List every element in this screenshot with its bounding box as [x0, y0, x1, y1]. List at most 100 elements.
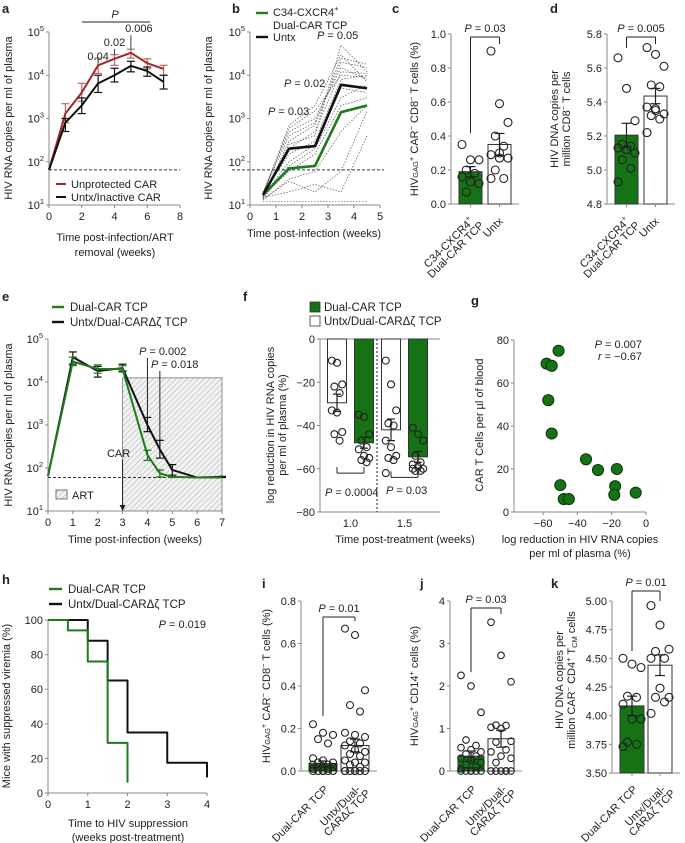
x-tick-label: 1.0	[343, 518, 358, 530]
y-tick-label: 5.00	[586, 596, 607, 608]
r-value: r = −0.67	[598, 351, 642, 363]
y-tick-label: 20	[31, 753, 43, 765]
series-line-black	[48, 64, 165, 171]
p-value-text: = 0.03	[393, 485, 427, 497]
data-point	[465, 177, 476, 187]
legend-label-dualcar: C34-CXCR4+	[273, 4, 339, 19]
p-symbol: P	[617, 23, 625, 35]
data-point	[350, 766, 360, 776]
tick-base: 10	[229, 70, 241, 82]
y-axis-label: HIVGAG+ CAR− CD8− T cells (%)	[407, 42, 421, 196]
p-value: P = 0.005	[617, 23, 664, 35]
p-value-text: = 0.002	[146, 346, 186, 358]
label-hiv: HIV	[409, 727, 421, 746]
tick-base: 10	[28, 157, 40, 169]
tick-base: 10	[28, 114, 40, 126]
p-symbol: P	[465, 594, 473, 606]
data-point	[384, 453, 393, 462]
mean-line-black	[261, 83, 368, 196]
category-label-untx: Untx	[637, 215, 662, 240]
tick-exponent: 1	[40, 197, 44, 206]
y-tick-label: 0.0	[431, 199, 446, 211]
p-symbol: P	[151, 359, 159, 371]
car-arrow-head	[119, 505, 126, 511]
data-point	[340, 741, 350, 750]
scatter-point	[610, 462, 623, 476]
superscript: −	[259, 692, 268, 697]
y-tick-label: −60	[296, 464, 315, 476]
series-line-black	[47, 356, 223, 479]
data-point	[494, 99, 505, 109]
x-tick-label: 1	[70, 517, 76, 529]
individual-trace	[262, 74, 368, 196]
x-tick-label: 6	[194, 517, 200, 529]
x-tick-label: 2	[79, 211, 85, 223]
data-point	[335, 436, 344, 445]
x-tick-label: −20	[602, 518, 621, 530]
data-point	[507, 754, 515, 763]
data-point	[323, 764, 333, 773]
survival-curve-green	[48, 619, 129, 783]
legend-label-untx: Untx/Dual-CARΔζ TCP	[68, 599, 186, 611]
y-axis-label-line1: HIV DNA copies per	[549, 70, 561, 168]
data-point	[457, 767, 465, 775]
x-tick-label: 0	[643, 518, 649, 530]
x-axis-label: Time post-treatment (weeks)	[335, 534, 475, 546]
y-tick-label: 102	[28, 154, 44, 169]
label-gag-subscript: GAG	[411, 161, 420, 178]
superscript: +	[407, 706, 416, 711]
data-point	[340, 624, 350, 633]
panel-d: d 4.8 5.0 5.2 5.4 5.6 5.8 P = 0.005 HIV DNA copi…	[549, 1, 675, 281]
y-tick-label: 5.4	[587, 97, 602, 109]
individual-trace	[262, 61, 368, 198]
data-point	[457, 743, 465, 752]
data-point	[474, 179, 484, 189]
data-point	[419, 464, 428, 473]
data-point	[503, 153, 513, 163]
x-tick-label: 4	[204, 799, 210, 811]
tick-exponent: 4	[241, 67, 245, 76]
data-point	[502, 745, 510, 754]
data-point	[355, 739, 365, 748]
data-point	[392, 406, 401, 415]
data-point	[355, 707, 365, 716]
label-part: T cells	[561, 71, 573, 106]
scatter-point	[542, 394, 555, 407]
y-tick-label: 105	[27, 331, 43, 346]
y-tick-label: 103	[27, 417, 43, 432]
x-tick-label: 8	[177, 211, 183, 223]
data-point	[507, 767, 515, 775]
p-symbol: P	[317, 30, 325, 42]
x-tick-label: 2	[299, 211, 305, 223]
y-tick-label: 0.4	[431, 131, 446, 143]
x-tick-label: 3	[164, 799, 170, 811]
y-tick-label: 0	[503, 507, 509, 519]
y-tick-label: 0.6	[431, 97, 446, 109]
y-axis-label-line: per ml of plasma (%)	[277, 374, 289, 475]
data-point	[323, 739, 333, 748]
superscript: +	[334, 4, 339, 13]
data-point	[655, 683, 665, 693]
data-point	[327, 406, 336, 415]
data-point	[472, 767, 480, 775]
x-tick-label: 6	[144, 211, 150, 223]
data-point	[313, 762, 323, 771]
data-point	[350, 730, 360, 739]
y-axis-label-line: CAR T Cells per µl of blood	[474, 358, 486, 491]
y-tick-label: 5.2	[587, 131, 602, 143]
y-tick-label: 104	[28, 67, 44, 82]
p-value-text: = 0.03	[473, 594, 507, 606]
p-value: 0.006	[125, 23, 153, 35]
legend-label-dualcar: Dual-CAR TCP	[324, 302, 402, 314]
x-tick-label: 1	[85, 799, 91, 811]
y-tick-label: 103	[229, 111, 245, 126]
data-point	[313, 766, 323, 776]
p-value-text: = 0.018	[158, 359, 198, 371]
data-point	[360, 686, 370, 695]
r-symbol: r	[598, 351, 603, 363]
label-part: million CAR	[566, 691, 578, 749]
panel-label: g	[471, 293, 479, 308]
data-point	[419, 436, 428, 445]
x-tick-label: 0	[45, 799, 51, 811]
data-point	[308, 764, 318, 773]
